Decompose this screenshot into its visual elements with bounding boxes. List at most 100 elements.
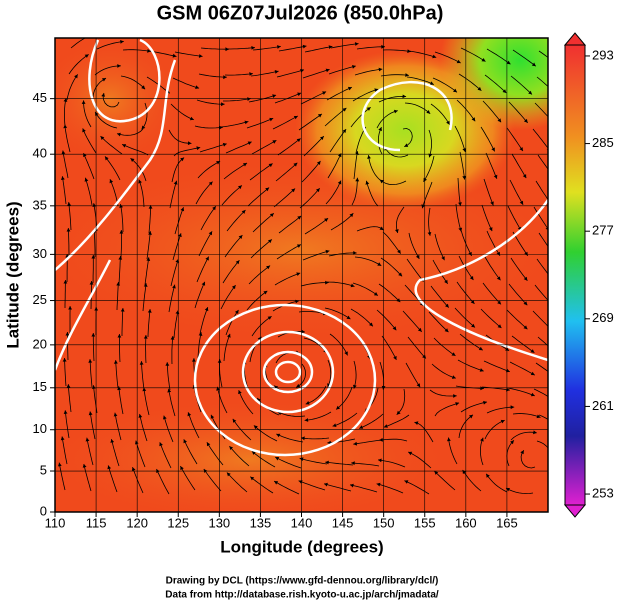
- streamline: [428, 129, 432, 158]
- streamline-arrow: [468, 251, 472, 256]
- streamline-arrow: [221, 102, 225, 107]
- streamline-arrow: [268, 163, 273, 168]
- streamline: [366, 180, 379, 207]
- streamline-arrow: [74, 74, 78, 79]
- streamline-arrow: [395, 229, 399, 233]
- streamline-arrow: [101, 93, 105, 97]
- streamline-arrow: [143, 283, 148, 287]
- streamline: [353, 360, 357, 389]
- streamline-arrow: [192, 358, 196, 362]
- streamline: [434, 402, 460, 417]
- streamline: [85, 177, 93, 206]
- streamline-arrow: [274, 70, 279, 74]
- streamline-arrow: [293, 162, 298, 167]
- streamline: [180, 465, 196, 491]
- x-tick-label: 135: [250, 515, 272, 530]
- streamline: [141, 361, 145, 390]
- streamline-arrow: [238, 235, 243, 239]
- streamline-arrow: [497, 300, 501, 305]
- streamline-arrow: [296, 138, 301, 143]
- streamline: [359, 413, 384, 429]
- streamline-arrow: [558, 64, 562, 68]
- streamline: [408, 232, 420, 260]
- streamline: [173, 310, 179, 339]
- streamline: [194, 281, 206, 309]
- streamline-arrow: [222, 142, 227, 147]
- streamline-arrow: [113, 360, 118, 364]
- streamline: [298, 113, 323, 131]
- streamline-arrow: [376, 482, 381, 487]
- streamline: [194, 125, 223, 129]
- streamline: [483, 178, 494, 206]
- streamline-arrow: [458, 202, 462, 206]
- streamline: [329, 333, 348, 356]
- streamline-arrow: [493, 174, 498, 179]
- streamline-arrow: [272, 140, 277, 144]
- streamline-arrow: [269, 117, 274, 122]
- streamline-arrow: [551, 458, 555, 462]
- streamline-arrow: [483, 400, 487, 405]
- streamline-arrow: [554, 400, 558, 404]
- streamline: [534, 102, 548, 118]
- streamline-arrow: [522, 174, 527, 179]
- streamline: [407, 336, 427, 359]
- streamline-arrow: [550, 277, 554, 281]
- streamline-arrow: [116, 282, 121, 286]
- streamline: [402, 310, 422, 333]
- streamline: [278, 45, 307, 52]
- streamline: [430, 103, 450, 125]
- streamline-arrow: [219, 125, 223, 130]
- streamline-arrow: [496, 251, 500, 256]
- streamline: [276, 433, 304, 443]
- streamline-arrow: [249, 72, 253, 76]
- streamline-arrow: [337, 180, 342, 185]
- streamline-arrow: [325, 460, 329, 465]
- streamline: [187, 412, 200, 439]
- y-tick-label: 5: [40, 462, 47, 477]
- streamline: [199, 306, 209, 335]
- streamline: [250, 70, 279, 77]
- streamline-arrow: [451, 375, 456, 379]
- streamline: [405, 362, 421, 388]
- streamline: [220, 284, 236, 310]
- streamline: [434, 51, 461, 64]
- streamline-arrow: [238, 390, 242, 395]
- streamline-arrow: [421, 204, 426, 209]
- streamline-arrow: [510, 405, 515, 410]
- streamline-arrow: [206, 442, 211, 447]
- streamline: [534, 284, 548, 302]
- streamline-arrow: [120, 308, 125, 312]
- streamline: [94, 65, 121, 76]
- streamline-arrow: [414, 421, 419, 425]
- streamline-arrow: [374, 88, 379, 92]
- streamline: [511, 153, 527, 179]
- streamline: [115, 360, 119, 389]
- streamline: [93, 228, 96, 257]
- streamline: [535, 180, 548, 201]
- streamline: [432, 259, 449, 285]
- streamline: [61, 436, 68, 465]
- streamline: [147, 309, 151, 338]
- streamline-arrow: [490, 201, 494, 206]
- streamline: [168, 129, 192, 144]
- streamline: [276, 244, 302, 260]
- streamline: [356, 226, 384, 232]
- streamline-arrow: [471, 323, 475, 328]
- streamline: [223, 333, 231, 362]
- streamline-arrow: [533, 430, 537, 435]
- streamline: [273, 480, 300, 495]
- streamline-arrow: [208, 181, 213, 186]
- streamline-arrow: [367, 155, 371, 159]
- streamline: [221, 185, 243, 206]
- streamline-arrow: [408, 451, 413, 456]
- streamline-arrow: [528, 90, 532, 95]
- streamline: [276, 69, 305, 78]
- streamline: [159, 442, 172, 469]
- streamline-arrow: [519, 200, 524, 205]
- streamline: [483, 360, 510, 373]
- streamline: [173, 147, 201, 157]
- streamline-arrow: [204, 307, 209, 312]
- streamline: [350, 106, 371, 128]
- streamline-arrow: [274, 481, 279, 485]
- streamline: [169, 180, 177, 209]
